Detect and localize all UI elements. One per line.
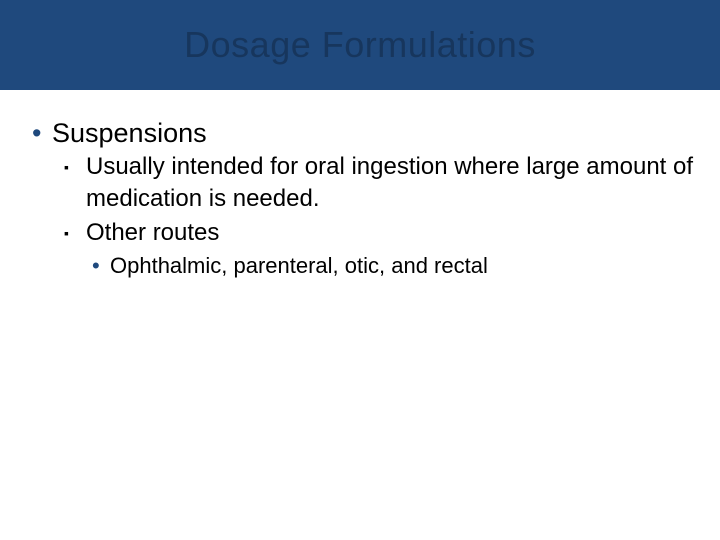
lvl1-text: Suspensions: [52, 118, 207, 149]
bullet-lvl1-icon: •: [32, 118, 52, 149]
bullet-lvl2-icon: ▪: [64, 217, 86, 249]
title-band: Dosage Formulations: [0, 0, 720, 90]
content-area: • Suspensions ▪ Usually intended for ora…: [0, 90, 720, 279]
lvl2-text: Usually intended for oral ingestion wher…: [86, 151, 696, 215]
list-item-lvl3: • Ophthalmic, parenteral, otic, and rect…: [92, 253, 696, 279]
lvl2-text: Other routes: [86, 217, 219, 249]
lvl3-text: Ophthalmic, parenteral, otic, and rectal: [110, 253, 488, 279]
list-item-lvl2: ▪ Other routes: [64, 217, 696, 249]
bullet-lvl3-icon: •: [92, 253, 110, 279]
page-title: Dosage Formulations: [184, 24, 536, 66]
bullet-lvl2-icon: ▪: [64, 151, 86, 183]
list-item-lvl1: • Suspensions: [32, 118, 696, 149]
list-item-lvl2: ▪ Usually intended for oral ingestion wh…: [64, 151, 696, 215]
